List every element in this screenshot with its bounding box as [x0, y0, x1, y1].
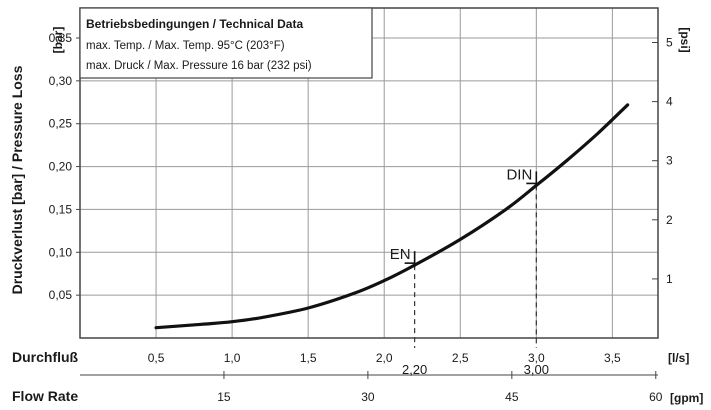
gpm-tick-label: 60 — [649, 390, 663, 404]
technical-data-box: Betriebsbedingungen / Technical Data max… — [79, 7, 373, 79]
y2-tick-label: 5 — [666, 36, 673, 50]
x-axis-title-primary: Durchfluß — [12, 349, 79, 365]
x-tick-label: 1,5 — [300, 351, 317, 365]
y2-tick-label: 3 — [666, 154, 673, 168]
y-tick-label: 0,35 — [49, 31, 73, 45]
y-tick-label: 0,20 — [49, 160, 73, 174]
pressure-loss-curve — [154, 103, 630, 330]
x-axis-unit-primary: [l/s] — [668, 351, 689, 365]
technical-data-title: Betriebsbedingungen / Technical Data — [86, 17, 303, 31]
y-tick-label: 0,10 — [49, 245, 73, 259]
din-marker-value: 3,00 — [524, 362, 549, 377]
x-axis-title-secondary: Flow Rate — [12, 388, 78, 404]
y-tick-label: 0,30 — [49, 74, 73, 88]
x-tick-label: 1,0 — [224, 351, 241, 365]
en-marker-label: EN — [390, 246, 411, 263]
y-tick-label: 0,15 — [49, 202, 73, 216]
technical-data-pressure: max. Druck / Max. Pressure 16 bar (232 p… — [86, 60, 312, 72]
y2-tick-label: 4 — [666, 95, 673, 109]
y-axis-title: Druckverlust [bar] / Pressure Loss — [9, 65, 25, 294]
en-marker-value: 2,20 — [402, 362, 427, 377]
y-tick-label: 0,05 — [49, 288, 73, 302]
gpm-tick-label: 15 — [217, 390, 231, 404]
gpm-tick-label: 45 — [505, 390, 519, 404]
y-tick-label: 0,25 — [49, 117, 73, 131]
x-tick-label: 0,5 — [148, 351, 165, 365]
din-marker-label: DIN — [506, 166, 532, 183]
y2-tick-label: 2 — [666, 213, 673, 227]
y-axis-unit: [bar] — [51, 27, 65, 54]
x-tick-label: 3,0 — [528, 351, 545, 365]
gpm-tick-label: 30 — [361, 390, 375, 404]
y2-tick-label: 1 — [666, 272, 673, 286]
x-tick-label: 2,5 — [452, 351, 469, 365]
technical-data-box-frame — [79, 7, 373, 79]
series-layer — [154, 103, 630, 330]
technical-data-temp: max. Temp. / Max. Temp. 95°C (203°F) — [86, 40, 285, 52]
marker-layer: EN 2,20 DIN 3,00 — [390, 166, 549, 377]
x-axis-unit-secondary: [gpm] — [670, 391, 703, 405]
x-tick-label: 3,5 — [604, 351, 621, 365]
y2-axis-unit: [psi] — [678, 27, 692, 52]
x-tick-label: 2,0 — [376, 351, 393, 365]
